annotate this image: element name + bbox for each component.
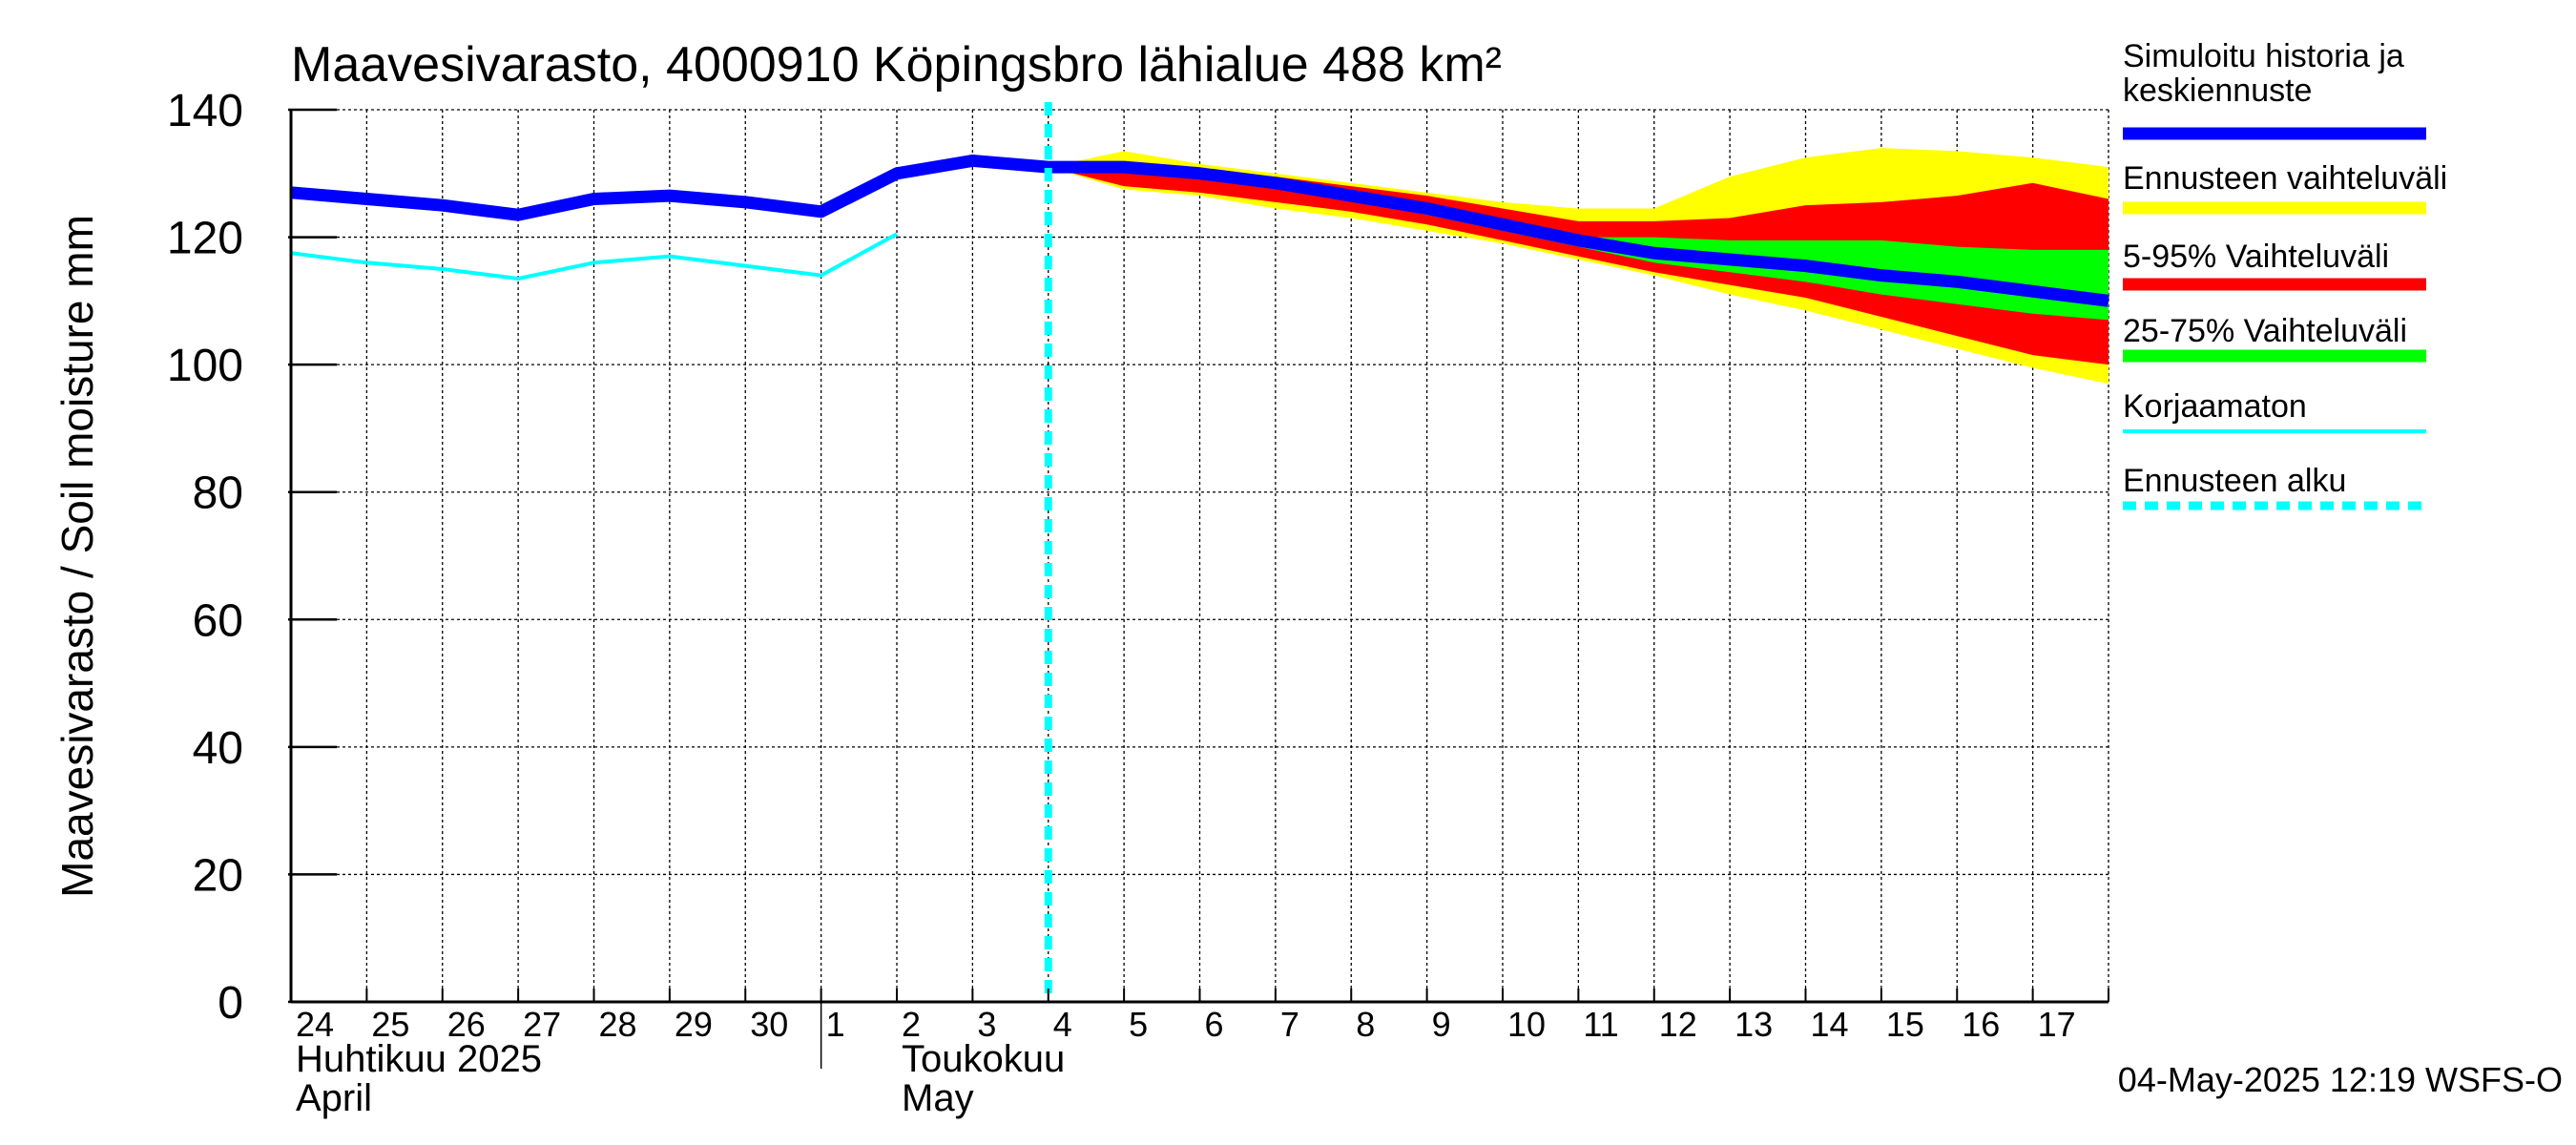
x-tick-label: 27 (523, 1005, 561, 1044)
x-tick-label: 8 (1356, 1005, 1375, 1044)
x-tick-label: 13 (1735, 1005, 1773, 1044)
legend-label-uncorrected: Korjaamaton (2123, 388, 2307, 425)
x-tick-label: 14 (1811, 1005, 1849, 1044)
legend-label-simulated: Simuloitu historia ja (2123, 38, 2404, 74)
band-5-95 (1048, 163, 2109, 365)
legend-label-range_25_75: 25-75% Vaihteluväli (2123, 313, 2407, 349)
y-tick-label: 100 (167, 341, 243, 391)
x-tick-label: 24 (296, 1005, 334, 1044)
month-label-fi: Toukokuu (902, 1038, 1065, 1080)
legend-label-range_full: Ennusteen vaihteluväli (2123, 160, 2447, 197)
simulated-line (290, 154, 2109, 307)
y-tick-label: 80 (193, 468, 243, 519)
y-axis-label: Maavesivarasto / Soil moisture mm (52, 215, 102, 898)
x-tick-label: 15 (1886, 1005, 1924, 1044)
y-tick-label: 60 (193, 595, 243, 646)
x-tick-label: 26 (447, 1005, 486, 1044)
x-tick-label: 5 (1129, 1005, 1148, 1044)
x-tick-label: 30 (750, 1005, 788, 1044)
x-tick-label: 12 (1659, 1005, 1697, 1044)
legend-label-simulated: keskiennuste (2123, 73, 2312, 109)
y-tick-label: 40 (193, 723, 243, 774)
x-tick-label: 16 (1962, 1005, 2000, 1044)
x-tick-label: 6 (1205, 1005, 1224, 1044)
legend-label-range_5_95: 5-95% Vaihteluväli (2123, 239, 2389, 275)
footer-timestamp: 04-May-2025 12:19 WSFS-O (2118, 1060, 2563, 1099)
y-tick-label: 0 (218, 978, 243, 1029)
x-tick-label: 10 (1507, 1005, 1546, 1044)
x-tick-label: 29 (675, 1005, 713, 1044)
uncorrected-line (290, 232, 898, 281)
x-tick-label: 25 (371, 1005, 409, 1044)
y-tick-label: 20 (193, 850, 243, 901)
x-tick-label: 3 (977, 1005, 996, 1044)
series-lines (290, 102, 2109, 1002)
x-tick-label: 17 (2038, 1005, 2076, 1044)
x-tick-label: 1 (826, 1005, 845, 1044)
x-tick-label: 4 (1053, 1005, 1072, 1044)
x-tick-label: 28 (599, 1005, 637, 1044)
x-tick-label: 7 (1280, 1005, 1299, 1044)
month-label-en: May (902, 1077, 974, 1119)
legend-label-forecast_start: Ennusteen alku (2123, 463, 2346, 499)
x-tick-label: 11 (1583, 1005, 1618, 1044)
y-tick-label: 120 (167, 214, 243, 264)
month-label-en: April (296, 1077, 372, 1119)
x-tick-label: 9 (1432, 1005, 1451, 1044)
y-tick-label: 140 (167, 86, 243, 136)
x-tick-label: 2 (902, 1005, 921, 1044)
month-label-fi: Huhtikuu 2025 (296, 1038, 542, 1080)
chart-title: Maavesivarasto, 4000910 Köpingsbro lähia… (291, 37, 1502, 93)
